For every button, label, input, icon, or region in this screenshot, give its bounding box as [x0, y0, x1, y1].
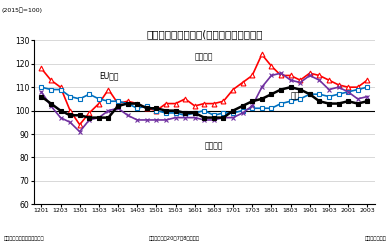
- Text: （資料）財務省「貿易統計」: （資料）財務省「貿易統計」: [4, 235, 45, 241]
- Title: 地域別輸出数量指数(季節調整値）の推移: 地域別輸出数量指数(季節調整値）の推移: [146, 30, 262, 40]
- Text: 米国向け: 米国向け: [204, 141, 223, 150]
- Text: （注）直近は20年7、8月の平均: （注）直近は20年7、8月の平均: [149, 235, 199, 241]
- Text: 全体: 全体: [291, 91, 300, 100]
- Text: EU向け: EU向け: [99, 71, 118, 80]
- Text: 中国向け: 中国向け: [195, 52, 213, 61]
- Text: （年・四半期）: （年・四半期）: [365, 235, 387, 241]
- Text: (2015年=100): (2015年=100): [2, 7, 43, 13]
